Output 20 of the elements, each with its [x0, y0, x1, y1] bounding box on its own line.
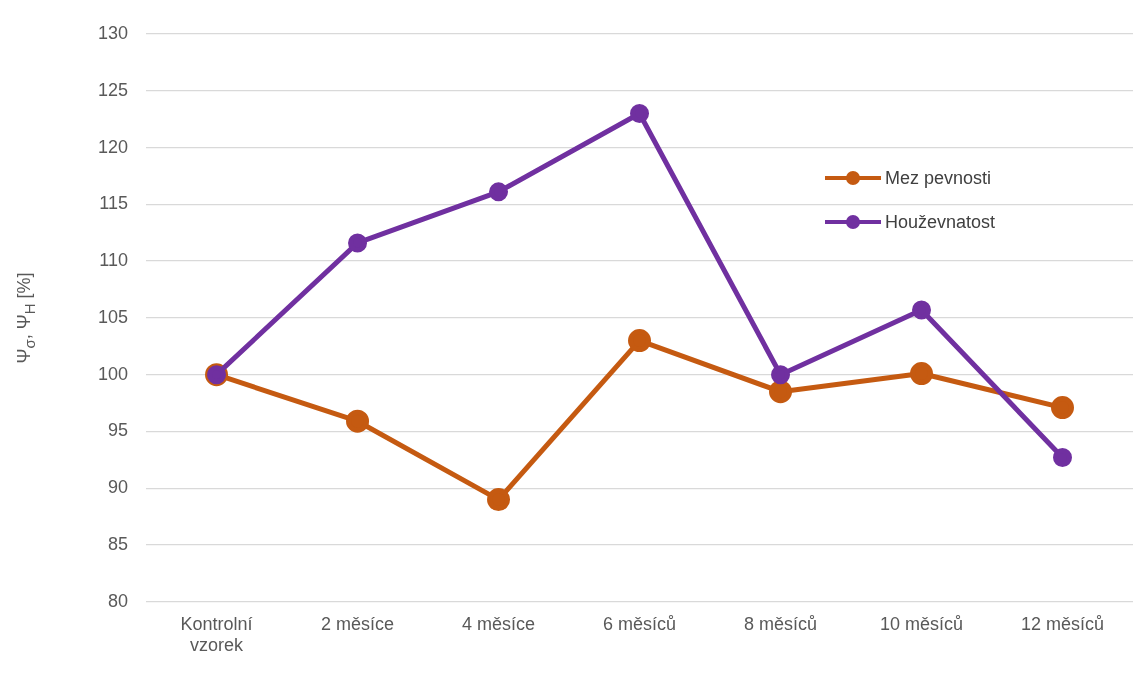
y-tick-label: 100	[97, 363, 129, 384]
y-tick-label: 95	[108, 420, 129, 441]
y-tick-label: 105	[97, 306, 129, 327]
x-tick-label: 10 měsíců	[879, 613, 964, 634]
x-tick-label: 2 měsíce	[321, 613, 395, 634]
x-tick-label: 8 měsíců	[744, 613, 818, 634]
y-tick-label: 110	[99, 250, 129, 271]
y-tick-label: 90	[108, 477, 129, 498]
x-tick-label: 6 měsíců	[603, 613, 677, 634]
legend-label: Houževnatost	[885, 211, 996, 233]
y-tick-label: 115	[99, 193, 129, 214]
legend-label: Mez pevnosti	[885, 167, 992, 189]
y-tick-label: 80	[108, 590, 129, 611]
y-tick-label: 120	[97, 136, 129, 157]
x-tick-label: Kontrolní vzorek	[180, 613, 253, 656]
x-tick-label: 12 měsíců	[1020, 613, 1105, 634]
x-tick-label: 4 měsíce	[462, 613, 536, 634]
y-tick-label: 130	[97, 22, 129, 43]
y-tick-label: 125	[97, 79, 129, 100]
y-tick-label: 85	[108, 533, 129, 554]
